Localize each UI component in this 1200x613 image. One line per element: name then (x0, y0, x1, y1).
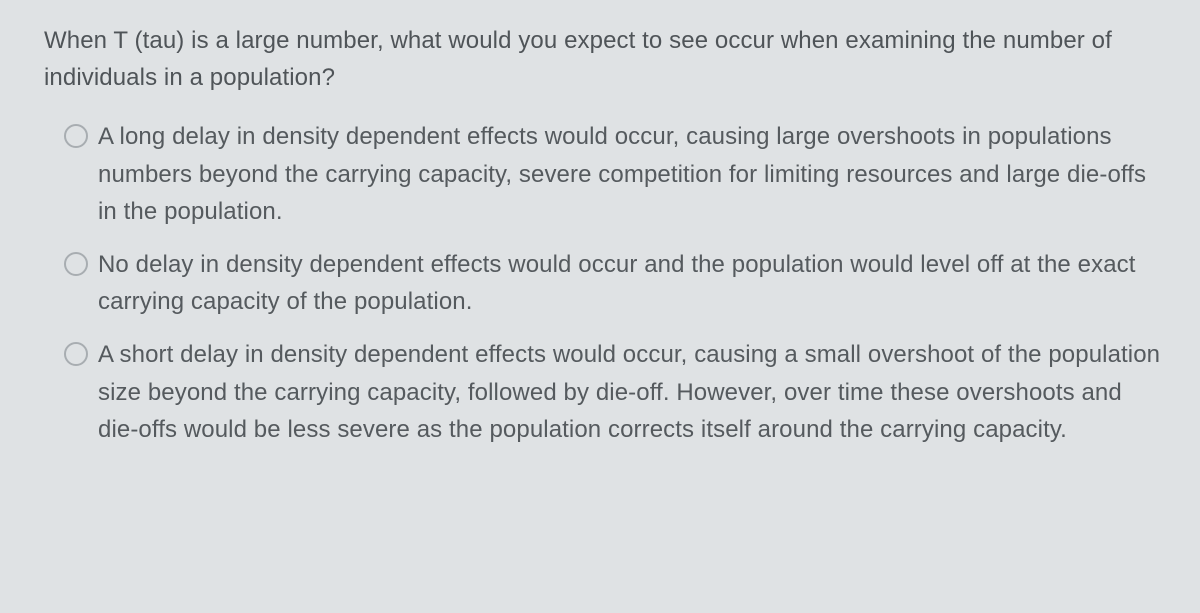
option-row[interactable]: A short delay in density dependent effec… (64, 336, 1164, 448)
question-text: When T (tau) is a large number, what wou… (44, 22, 1164, 96)
option-label: No delay in density dependent effects wo… (98, 246, 1164, 320)
option-label: A short delay in density dependent effec… (98, 336, 1164, 448)
option-row[interactable]: No delay in density dependent effects wo… (64, 246, 1164, 320)
radio-unchecked-icon[interactable] (64, 252, 88, 276)
option-row[interactable]: A long delay in density dependent effect… (64, 118, 1164, 230)
radio-unchecked-icon[interactable] (64, 342, 88, 366)
radio-unchecked-icon[interactable] (64, 124, 88, 148)
option-label: A long delay in density dependent effect… (98, 118, 1164, 230)
options-group: A long delay in density dependent effect… (44, 118, 1164, 448)
